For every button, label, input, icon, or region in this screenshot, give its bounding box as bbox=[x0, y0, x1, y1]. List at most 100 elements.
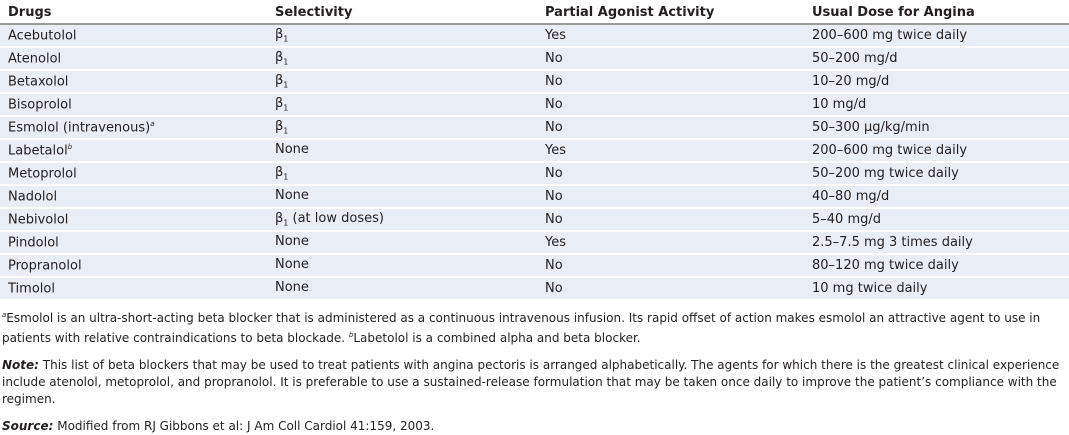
selectivity-cell: β1 bbox=[267, 24, 537, 48]
drug-name: Timolol bbox=[8, 281, 55, 297]
dose-cell: 10 mg/d bbox=[804, 93, 1069, 117]
table-row: Betaxolol β1 No 10–20 mg/d bbox=[0, 70, 1069, 94]
selectivity-cell: None bbox=[267, 254, 537, 278]
drug-cell: Esmolol (intravenous)a bbox=[0, 116, 267, 140]
selectivity-value: β bbox=[275, 73, 284, 89]
selectivity-cell: None bbox=[267, 185, 537, 209]
partial-agonist-cell: Yes bbox=[537, 139, 804, 163]
drug-footnote-mark: b bbox=[67, 142, 73, 151]
note-label: Note: bbox=[2, 358, 39, 372]
dose-cell: 5–40 mg/d bbox=[804, 208, 1069, 232]
footnote-a-mark: a bbox=[2, 311, 7, 319]
drug-name: Nadolol bbox=[8, 189, 58, 205]
dose-cell: 2.5–7.5 mg 3 times daily bbox=[804, 231, 1069, 255]
header-row: Drugs Selectivity Partial Agonist Activi… bbox=[0, 0, 1069, 25]
table-row: Bisoprolol β1 No 10 mg/d bbox=[0, 93, 1069, 117]
partial-agonist-cell: No bbox=[537, 116, 804, 140]
table-row: Labetalolb None Yes 200–600 mg twice dai… bbox=[0, 139, 1069, 163]
header-selectivity: Selectivity bbox=[267, 0, 537, 25]
note-text: This list of beta blockers that may be u… bbox=[2, 358, 1060, 406]
selectivity-cell: β1 bbox=[267, 93, 537, 117]
selectivity-value: β bbox=[275, 165, 284, 181]
drug-name: Propranolol bbox=[8, 258, 82, 274]
dose-cell: 10 mg twice daily bbox=[804, 277, 1069, 301]
selectivity-value: β bbox=[275, 50, 284, 66]
drug-cell: Pindolol bbox=[0, 231, 267, 255]
selectivity-value: β bbox=[275, 96, 284, 112]
table-row: Atenolol β1 No 50–200 mg/d bbox=[0, 47, 1069, 71]
drug-cell: Betaxolol bbox=[0, 70, 267, 94]
table-row: Nadolol None No 40–80 mg/d bbox=[0, 185, 1069, 209]
selectivity-cell: β1 (at low doses) bbox=[267, 208, 537, 232]
partial-agonist-cell: No bbox=[537, 47, 804, 71]
drug-name: Metoprolol bbox=[8, 166, 77, 182]
partial-agonist-cell: Yes bbox=[537, 231, 804, 255]
dose-cell: 200–600 mg twice daily bbox=[804, 24, 1069, 48]
selectivity-value: None bbox=[275, 257, 309, 273]
selectivity-subscript: 1 bbox=[283, 34, 289, 44]
selectivity-cell: β1 bbox=[267, 162, 537, 186]
table-row: Metoprolol β1 No 50–200 mg twice daily bbox=[0, 162, 1069, 186]
selectivity-subscript: 1 bbox=[283, 80, 289, 90]
dose-cell: 10–20 mg/d bbox=[804, 70, 1069, 94]
selectivity-cell: None bbox=[267, 277, 537, 301]
selectivity-subscript: 1 bbox=[283, 172, 289, 182]
footnote-block: aEsmolol is an ultra-short-acting beta b… bbox=[2, 307, 1067, 347]
note: Note: This list of beta blockers that ma… bbox=[2, 357, 1067, 408]
beta-blocker-table: Drugs Selectivity Partial Agonist Activi… bbox=[0, 0, 1069, 301]
drug-name: Esmolol (intravenous) bbox=[8, 120, 151, 136]
selectivity-qualifier: (at low doses) bbox=[288, 211, 384, 227]
table-row: Esmolol (intravenous)a β1 No 50–300 µg/k… bbox=[0, 116, 1069, 140]
source: Source: Modified from RJ Gibbons et al: … bbox=[2, 418, 1067, 435]
selectivity-cell: None bbox=[267, 231, 537, 255]
drug-cell: Metoprolol bbox=[0, 162, 267, 186]
selectivity-cell: β1 bbox=[267, 116, 537, 140]
drug-cell: Propranolol bbox=[0, 254, 267, 278]
selectivity-value: None bbox=[275, 234, 309, 250]
partial-agonist-cell: No bbox=[537, 70, 804, 94]
drug-cell: Atenolol bbox=[0, 47, 267, 71]
drug-cell: Nebivolol bbox=[0, 208, 267, 232]
drug-cell: Nadolol bbox=[0, 185, 267, 209]
selectivity-subscript: 1 bbox=[283, 103, 289, 113]
drug-cell: Acebutolol bbox=[0, 24, 267, 48]
dose-cell: 80–120 mg twice daily bbox=[804, 254, 1069, 278]
drug-name: Bisoprolol bbox=[8, 97, 72, 113]
partial-agonist-cell: No bbox=[537, 208, 804, 232]
partial-agonist-cell: No bbox=[537, 162, 804, 186]
selectivity-value: β bbox=[275, 27, 284, 43]
drug-footnote-mark: a bbox=[150, 119, 155, 128]
table-row: Timolol None No 10 mg twice daily bbox=[0, 277, 1069, 301]
partial-agonist-cell: No bbox=[537, 185, 804, 209]
selectivity-cell: None bbox=[267, 139, 537, 163]
drug-name: Labetalol bbox=[8, 143, 68, 159]
drug-name: Betaxolol bbox=[8, 74, 69, 90]
table-row: Acebutolol β1 Yes 200–600 mg twice daily bbox=[0, 24, 1069, 48]
table-row: Nebivolol β1 (at low doses) No 5–40 mg/d bbox=[0, 208, 1069, 232]
header-dose: Usual Dose for Angina bbox=[804, 0, 1069, 25]
dose-cell: 50–300 µg/kg/min bbox=[804, 116, 1069, 140]
partial-agonist-cell: No bbox=[537, 277, 804, 301]
source-text: Modified from RJ Gibbons et al: J Am Col… bbox=[53, 419, 435, 433]
selectivity-cell: β1 bbox=[267, 70, 537, 94]
selectivity-subscript: 1 bbox=[283, 57, 289, 67]
selectivity-value: None bbox=[275, 142, 309, 158]
drug-name: Acebutolol bbox=[8, 28, 77, 44]
table-row: Propranolol None No 80–120 mg twice dail… bbox=[0, 254, 1069, 278]
source-label: Source: bbox=[2, 419, 54, 433]
footnotes: aEsmolol is an ultra-short-acting beta b… bbox=[0, 307, 1069, 435]
drug-name: Nebivolol bbox=[8, 212, 69, 228]
selectivity-value: None bbox=[275, 188, 309, 204]
dose-cell: 50–200 mg twice daily bbox=[804, 162, 1069, 186]
drug-name: Atenolol bbox=[8, 51, 62, 67]
dose-cell: 50–200 mg/d bbox=[804, 47, 1069, 71]
partial-agonist-cell: No bbox=[537, 254, 804, 278]
footnote-a-text: Esmolol is an ultra-short-acting beta bl… bbox=[2, 311, 1041, 345]
selectivity-value: None bbox=[275, 280, 309, 296]
dose-cell: 200–600 mg twice daily bbox=[804, 139, 1069, 163]
selectivity-value: β bbox=[275, 119, 284, 135]
header-drugs: Drugs bbox=[0, 0, 267, 25]
selectivity-subscript: 1 bbox=[283, 126, 289, 136]
selectivity-cell: β1 bbox=[267, 47, 537, 71]
table-row: Pindolol None Yes 2.5–7.5 mg 3 times dai… bbox=[0, 231, 1069, 255]
